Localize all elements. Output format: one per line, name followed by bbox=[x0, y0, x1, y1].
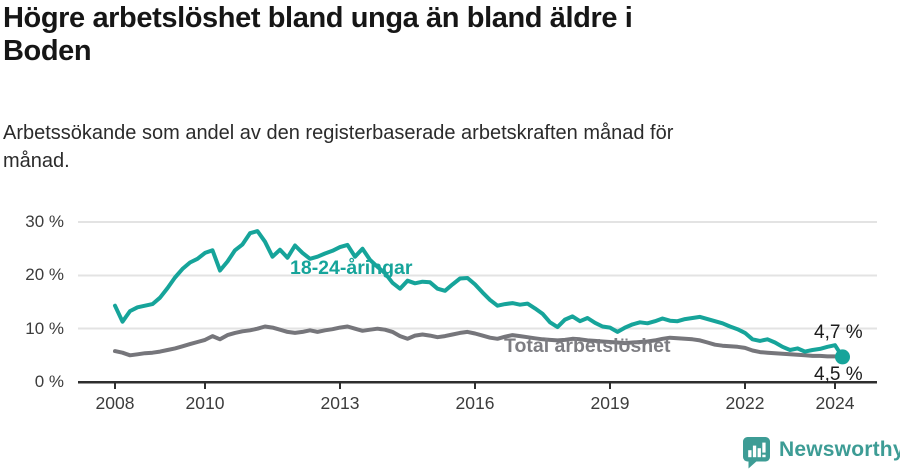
x-tick-label: 2019 bbox=[590, 393, 630, 413]
x-tick-label: 2022 bbox=[725, 393, 765, 413]
chart-subtitle: Arbetssökande som andel av den registerb… bbox=[3, 119, 843, 175]
chart-subtitle-line-2: månad. bbox=[3, 150, 70, 172]
end-value-label-total: 4,5 % bbox=[814, 364, 863, 385]
series-label-young: 18-24-åringar bbox=[290, 257, 413, 279]
y-tick-label: 0 % bbox=[34, 372, 64, 391]
page-title-line-2: Boden bbox=[3, 35, 92, 67]
line-series-young bbox=[113, 229, 845, 359]
x-tick-label: 2010 bbox=[185, 393, 225, 413]
line-series-total bbox=[113, 324, 845, 360]
x-tick-label: 2016 bbox=[455, 393, 495, 413]
series-end-dot bbox=[835, 349, 851, 365]
newsworthy-brand: Newsworthy bbox=[742, 436, 900, 470]
x-tick-label: 2008 bbox=[95, 393, 135, 413]
page-title-line-1: Högre arbetslöshet bland unga än bland ä… bbox=[3, 2, 633, 34]
end-value-label-young: 4,7 % bbox=[814, 322, 863, 343]
series-label-total: Total arbetslöshet bbox=[504, 335, 671, 357]
x-tick-label: 2013 bbox=[320, 393, 360, 413]
y-tick-label: 20 % bbox=[25, 265, 64, 285]
bar-chart-speech-bubble-icon bbox=[743, 437, 770, 469]
chart-subtitle-line-1: Arbetssökande som andel av den registerb… bbox=[3, 122, 674, 144]
x-tick-label: 2024 bbox=[815, 393, 855, 413]
page-title: Högre arbetslöshet bland unga än bland ä… bbox=[3, 2, 883, 68]
y-tick-label: 30 % bbox=[25, 212, 64, 231]
brand-name: Newsworthy bbox=[779, 438, 900, 461]
y-tick-label: 10 % bbox=[25, 318, 64, 338]
